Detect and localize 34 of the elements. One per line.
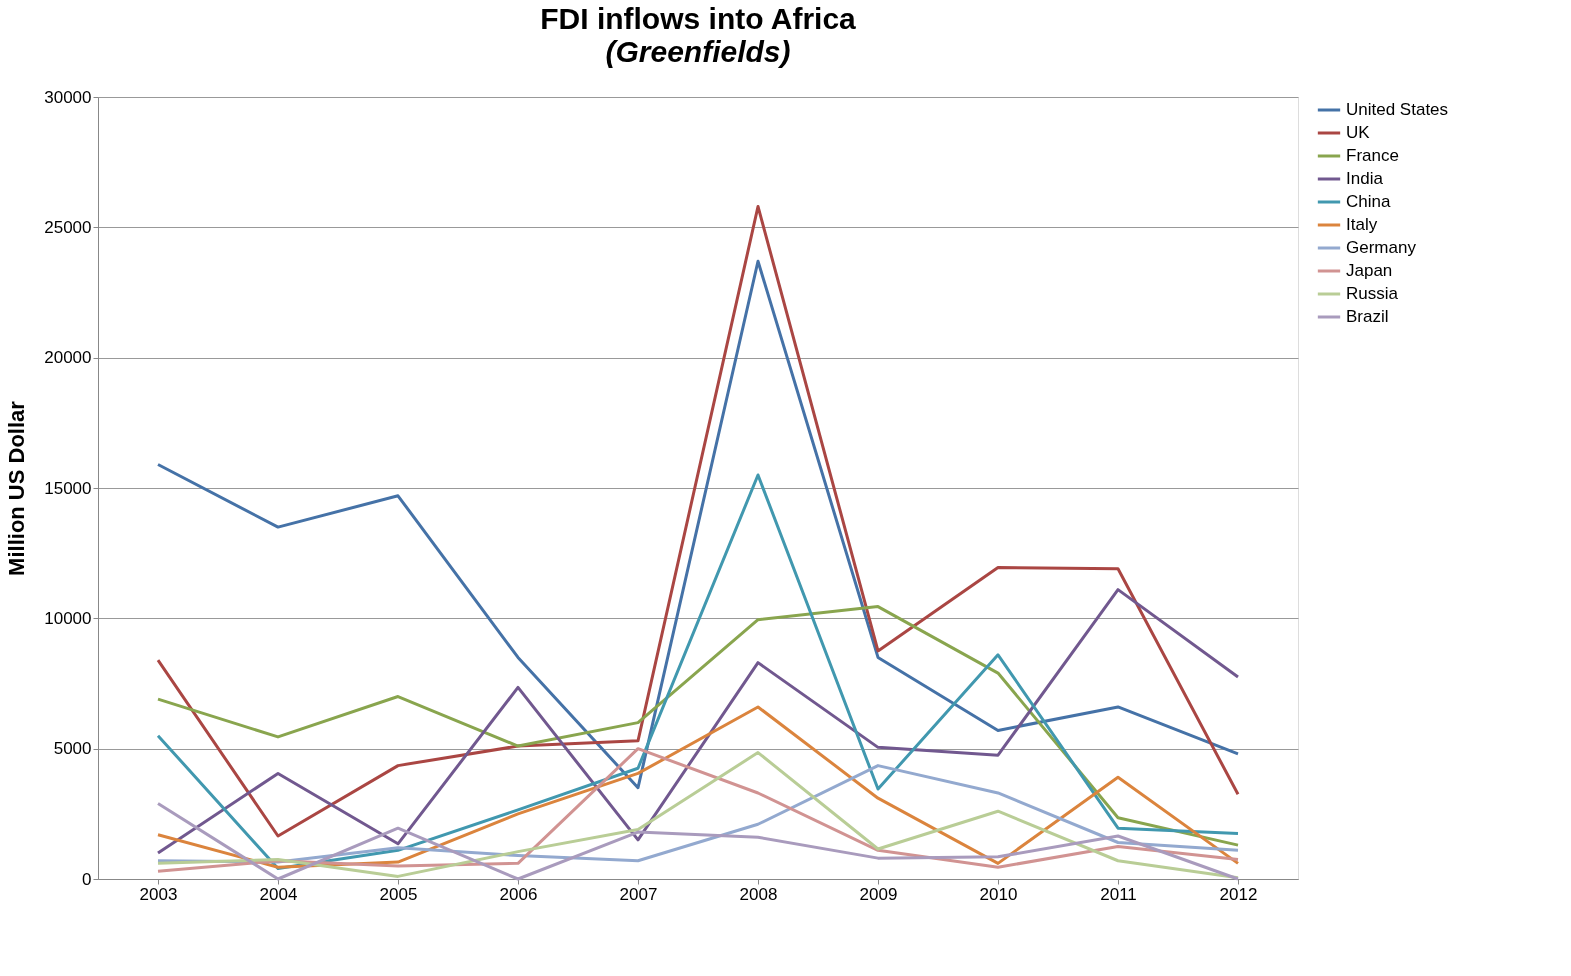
line-series <box>156 801 1240 881</box>
legend-label: France <box>1346 146 1399 165</box>
line-series <box>156 259 1240 790</box>
y-tick-label: 20000 <box>44 348 92 368</box>
x-tick-label: 2011 <box>1100 884 1137 904</box>
legend-label: Japan <box>1346 261 1393 280</box>
line-series <box>156 473 1240 871</box>
x-tick-label: 2003 <box>139 884 178 904</box>
legend-label: India <box>1346 169 1384 188</box>
legend-label: Italy <box>1346 215 1378 234</box>
x-tick-label: 2008 <box>739 884 778 904</box>
x-tick-label: 2004 <box>259 884 298 904</box>
x-tick-label: 2005 <box>379 884 418 904</box>
x-tick-label: 2007 <box>619 884 658 904</box>
legend-label: Brazil <box>1346 307 1389 326</box>
x-tick-label: 2009 <box>859 884 898 904</box>
line-series <box>156 204 1240 838</box>
legend-label: Russia <box>1346 284 1399 303</box>
legend-label: China <box>1346 192 1391 211</box>
y-tick-label: 0 <box>82 869 92 889</box>
legend-label: UK <box>1346 123 1371 142</box>
y-axis-title: Million US Dollar <box>4 400 30 576</box>
chart-title: FDI inflows into Africa <box>540 2 857 35</box>
legend-label: United States <box>1346 100 1449 119</box>
x-tick-label: 2010 <box>979 884 1018 904</box>
x-tick-label: 2006 <box>499 884 538 904</box>
y-tick-label: 5000 <box>53 739 92 759</box>
y-tick-label: 15000 <box>44 478 92 498</box>
chart-subtitle: (Greenfields) <box>605 35 791 68</box>
y-tick-label: 10000 <box>44 608 92 628</box>
x-tick-label: 2012 <box>1219 884 1258 904</box>
legend-label: Germany <box>1346 238 1417 257</box>
y-tick-label: 25000 <box>44 217 92 237</box>
y-tick-label: 30000 <box>44 87 92 107</box>
